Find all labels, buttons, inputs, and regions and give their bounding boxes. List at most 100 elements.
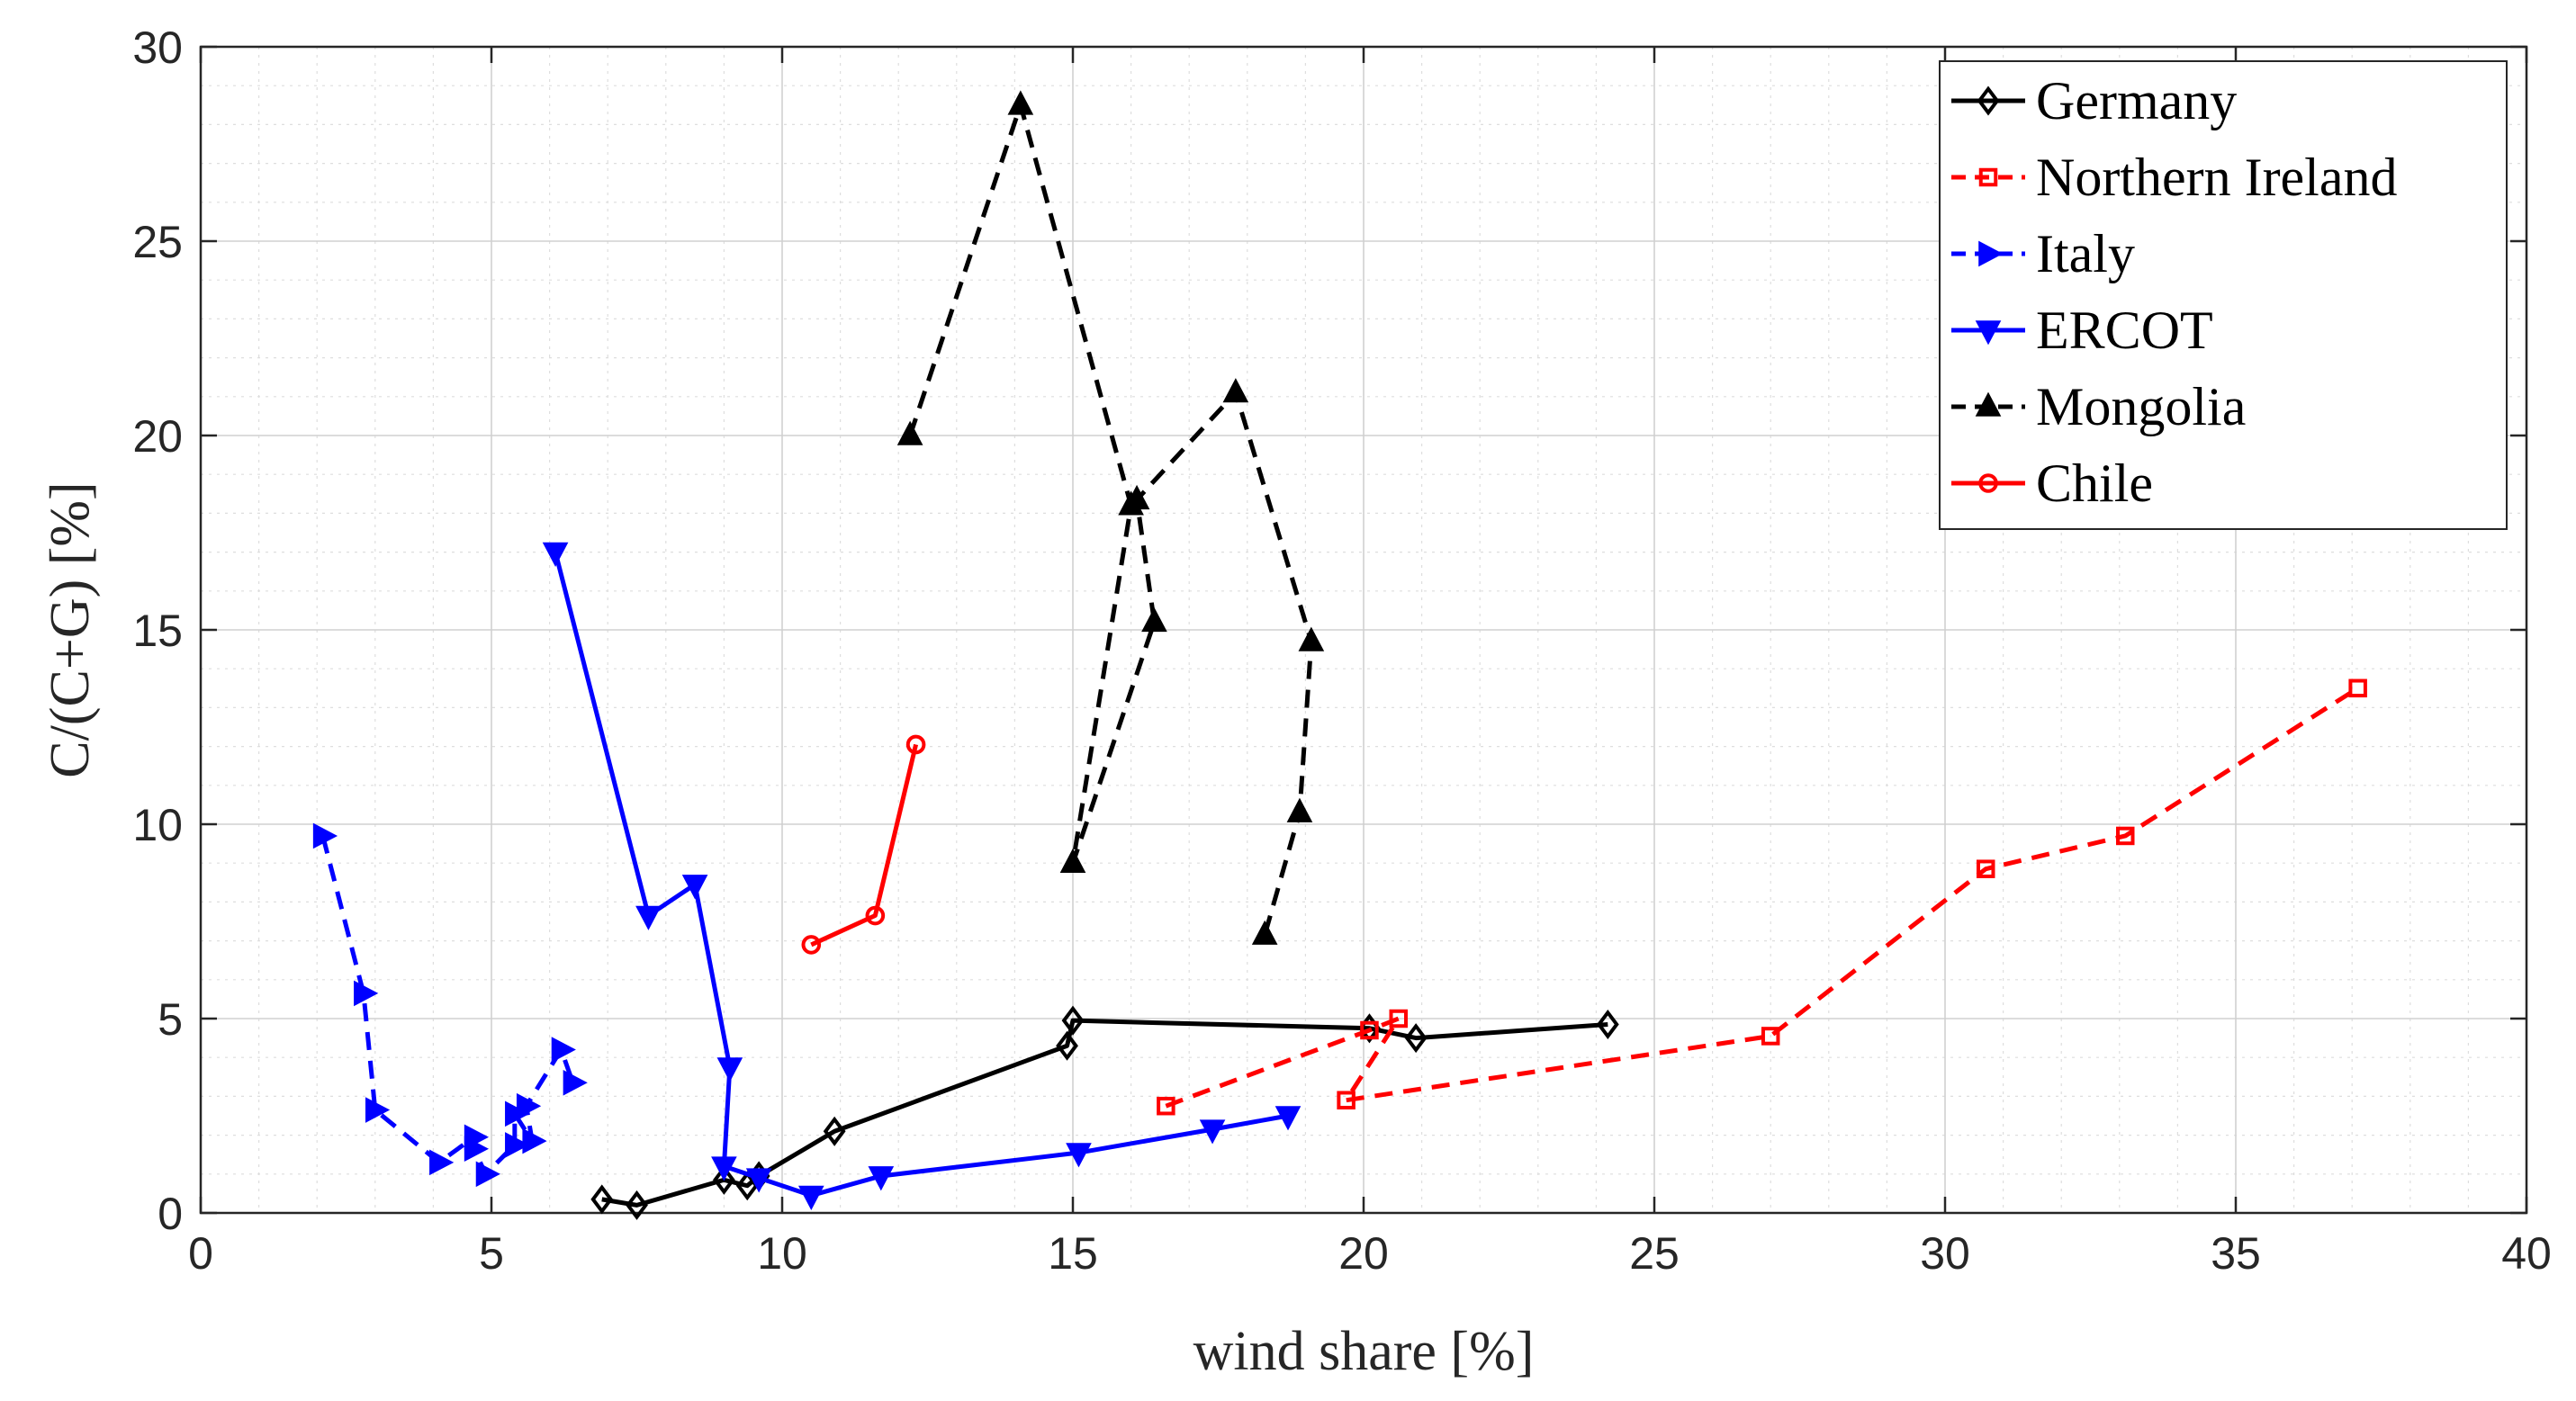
data-point-italy: [429, 1149, 455, 1176]
data-point-chile: [801, 935, 822, 955]
data-point-ercot: [797, 1185, 824, 1210]
data-point-italy: [516, 1092, 542, 1119]
data-point-germany: [1061, 1005, 1085, 1036]
x-tick-label: 25: [1629, 1228, 1680, 1279]
data-point-germany: [1404, 1023, 1428, 1054]
x-axis-label: wind share [%]: [1193, 1321, 1535, 1382]
data-point-mongolia: [1298, 626, 1325, 651]
data-point-italy: [563, 1069, 588, 1096]
y-tick-labels: 0 5 10 15 20 25 30: [132, 22, 183, 1239]
series-line-mongolia: [907, 103, 1314, 936]
data-point-northern-ireland: [1761, 1027, 1780, 1046]
legend-label-mongolia: Mongolia: [2036, 377, 2246, 436]
x-tick-label: 30: [1920, 1228, 1970, 1279]
legend-label-northern-ireland: Northern Ireland: [2036, 148, 2397, 207]
data-point-italy: [354, 980, 379, 1007]
legend-label-ercot: ERCOT: [2036, 301, 2213, 360]
data-point-northern-ireland: [2116, 826, 2135, 846]
y-tick-label: 0: [158, 1189, 183, 1239]
legend-entry-italy: Italy: [1951, 224, 2135, 283]
x-tick-labels: 0 5 10 15 20 25 30 35 40: [188, 1228, 2552, 1279]
data-point-ercot: [1066, 1143, 1092, 1168]
data-point-ercot: [716, 1057, 743, 1082]
data-point-legend-chile: [1978, 473, 1998, 493]
data-point-northern-ireland: [1389, 1009, 1409, 1028]
series-line-germany: [601, 1018, 1608, 1208]
data-point-ercot: [635, 905, 662, 930]
legend-entry-ercot: ERCOT: [1951, 301, 2213, 360]
legend-label-italy: Italy: [2036, 224, 2135, 283]
data-point-germany: [823, 1116, 846, 1146]
legend-entries: Germany Northern Ireland Italy ERCOT Mongoli…: [1951, 71, 2397, 513]
data-point-italy: [312, 822, 338, 849]
y-tick-label: 20: [132, 411, 183, 462]
series-italy: [312, 822, 588, 1188]
data-point-italy: [522, 1127, 547, 1154]
legend-box: [1939, 60, 2508, 530]
data-point-italy: [505, 1132, 530, 1158]
data-point-legend-northern-ireland: [1978, 167, 1998, 187]
legend-entry-mongolia: Mongolia: [1951, 377, 2246, 436]
data-point-ercot: [711, 1156, 737, 1181]
data-point-chile: [905, 734, 926, 755]
x-tick-label: 20: [1338, 1228, 1389, 1279]
series-layer: [312, 90, 2367, 1220]
data-point-ercot: [1274, 1106, 1302, 1131]
data-point-mongolia: [1222, 378, 1249, 403]
x-tick-label: 10: [757, 1228, 807, 1279]
legend-entry-germany: Germany: [1951, 71, 2237, 130]
data-point-germany: [590, 1184, 614, 1215]
data-point-ercot: [681, 875, 708, 900]
data-point-ercot: [868, 1166, 895, 1191]
data-point-legend-mongolia: [1975, 391, 2002, 417]
series-ercot: [542, 542, 1302, 1210]
x-tick-label: 15: [1048, 1228, 1098, 1279]
data-point-germany: [712, 1164, 735, 1195]
data-point-legend-italy: [1978, 240, 2004, 267]
data-point-legend-ercot: [1975, 320, 2002, 346]
x-tick-label: 35: [2211, 1228, 2261, 1279]
data-point-germany: [1056, 1030, 1078, 1061]
series-mongolia: [896, 90, 1325, 945]
data-point-germany: [1596, 1009, 1619, 1040]
data-point-italy: [464, 1136, 490, 1163]
legend-entry-chile: Chile: [1951, 454, 2153, 513]
legend-label-chile: Chile: [2036, 454, 2153, 513]
y-tick-label: 15: [132, 606, 183, 656]
data-point-mongolia: [1286, 797, 1313, 822]
series-chile: [801, 734, 926, 955]
data-point-mongolia: [896, 420, 923, 445]
data-point-italy: [365, 1097, 391, 1123]
data-point-germany: [626, 1190, 648, 1220]
legend-entry-northern-ireland: Northern Ireland: [1951, 148, 2397, 207]
y-tick-label: 5: [158, 994, 183, 1045]
y-tick-label: 10: [132, 800, 183, 850]
data-point-ercot: [1199, 1119, 1226, 1145]
series-line-northern-ireland: [1165, 686, 2360, 1109]
tick-marks: [199, 45, 2528, 1215]
data-point-mongolia: [1007, 90, 1034, 115]
data-point-italy: [551, 1037, 576, 1063]
data-point-ercot: [542, 542, 569, 567]
data-point-northern-ireland: [1157, 1096, 1175, 1116]
data-point-mongolia: [1251, 920, 1278, 945]
data-point-italy: [475, 1161, 500, 1188]
data-point-italy: [505, 1100, 530, 1127]
data-point-northern-ireland: [2348, 678, 2367, 698]
data-point-northern-ireland: [1337, 1091, 1356, 1109]
data-point-ercot: [745, 1168, 772, 1193]
x-tick-label: 5: [479, 1228, 504, 1279]
y-tick-label: 30: [132, 22, 183, 73]
data-point-mongolia: [1123, 484, 1150, 510]
y-tick-label: 25: [132, 217, 183, 267]
data-point-legend-germany: [1977, 85, 2000, 116]
series-line-chile: [810, 743, 919, 947]
data-point-chile: [865, 905, 886, 926]
y-axis-label: C/(C+G) [%]: [40, 481, 101, 777]
legend-label-germany: Germany: [2036, 71, 2237, 130]
data-point-mongolia: [1059, 848, 1086, 873]
x-tick-label: 40: [2501, 1228, 2552, 1279]
data-point-northern-ireland: [1360, 1020, 1379, 1040]
legend: Germany Northern Ireland Italy ERCOT Mongoli…: [1939, 60, 2508, 530]
